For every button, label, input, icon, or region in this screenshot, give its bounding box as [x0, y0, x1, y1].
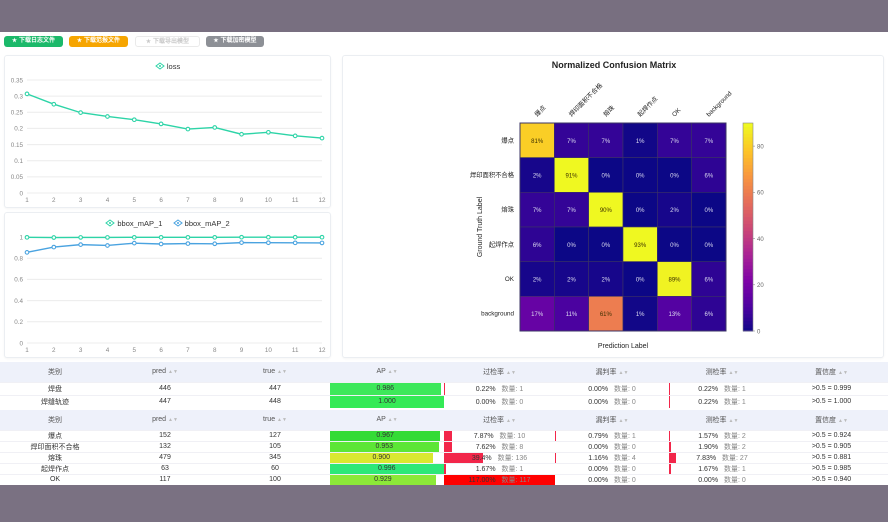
svg-text:爆点: 爆点 — [501, 135, 514, 144]
svg-text:0.35: 0.35 — [11, 77, 24, 84]
svg-text:17%: 17% — [531, 312, 544, 318]
svg-text:6: 6 — [159, 197, 163, 204]
svg-text:7%: 7% — [567, 139, 576, 145]
svg-text:0: 0 — [19, 340, 23, 347]
svg-text:6: 6 — [159, 347, 163, 354]
svg-text:background: background — [705, 90, 734, 119]
svg-text:3: 3 — [79, 347, 83, 354]
svg-text:40: 40 — [757, 237, 764, 243]
svg-text:9: 9 — [240, 197, 244, 204]
svg-text:1: 1 — [25, 347, 29, 354]
svg-text:13%: 13% — [668, 312, 681, 318]
svg-text:0.8: 0.8 — [14, 256, 23, 263]
svg-text:7: 7 — [186, 347, 190, 354]
svg-text:Normalized Confusion Matrix: Normalized Confusion Matrix — [552, 60, 677, 70]
svg-text:6%: 6% — [704, 278, 713, 284]
svg-text:0.05: 0.05 — [11, 174, 24, 181]
svg-text:起焊作点: 起焊作点 — [635, 94, 659, 118]
svg-text:7%: 7% — [704, 139, 713, 145]
svg-text:7: 7 — [186, 197, 190, 204]
svg-text:Ground Truth Label: Ground Truth Label — [477, 196, 484, 257]
svg-text:1%: 1% — [636, 312, 645, 318]
svg-text:0%: 0% — [601, 243, 610, 249]
svg-text:1%: 1% — [636, 139, 645, 145]
svg-text:0.2: 0.2 — [14, 126, 23, 133]
svg-text:7%: 7% — [601, 139, 610, 145]
svg-text:2%: 2% — [533, 278, 542, 284]
svg-text:0%: 0% — [567, 243, 576, 249]
svg-text:6%: 6% — [704, 174, 713, 180]
svg-text:5: 5 — [133, 347, 137, 354]
svg-text:90%: 90% — [600, 208, 613, 214]
svg-text:0.4: 0.4 — [14, 298, 23, 305]
svg-text:6%: 6% — [704, 312, 713, 318]
svg-text:7%: 7% — [567, 208, 576, 214]
svg-text:background: background — [481, 311, 514, 318]
svg-text:0: 0 — [19, 190, 23, 197]
svg-text:熔珠: 熔珠 — [501, 205, 514, 214]
svg-text:1: 1 — [19, 234, 23, 241]
svg-text:12: 12 — [318, 347, 326, 354]
svg-text:0.1: 0.1 — [14, 158, 23, 165]
svg-text:2: 2 — [52, 347, 56, 354]
svg-text:8: 8 — [213, 197, 217, 204]
svg-text:0%: 0% — [636, 208, 645, 214]
svg-text:6%: 6% — [533, 243, 542, 249]
svg-text:7%: 7% — [533, 208, 542, 214]
svg-text:4: 4 — [106, 347, 110, 354]
svg-text:10: 10 — [265, 197, 273, 204]
svg-text:0.3: 0.3 — [14, 93, 23, 100]
svg-text:9: 9 — [240, 347, 244, 354]
svg-text:2%: 2% — [670, 208, 679, 214]
svg-text:熔珠: 熔珠 — [601, 103, 617, 119]
svg-text:0%: 0% — [601, 174, 610, 180]
svg-text:11: 11 — [292, 347, 299, 354]
svg-text:2: 2 — [52, 197, 56, 204]
svg-text:81%: 81% — [531, 139, 544, 145]
svg-text:起焊作点: 起焊作点 — [489, 239, 514, 248]
svg-text:12: 12 — [318, 197, 326, 204]
svg-text:0%: 0% — [670, 243, 679, 249]
svg-text:7%: 7% — [670, 139, 679, 145]
svg-text:0: 0 — [757, 329, 761, 335]
svg-text:0.25: 0.25 — [11, 110, 24, 117]
svg-text:11%: 11% — [566, 312, 578, 318]
svg-text:61%: 61% — [600, 312, 613, 318]
svg-text:1: 1 — [25, 197, 29, 204]
svg-text:91%: 91% — [565, 174, 578, 180]
svg-text:0.6: 0.6 — [14, 277, 23, 284]
svg-text:0%: 0% — [704, 243, 713, 249]
svg-text:OK: OK — [671, 106, 683, 118]
svg-text:0%: 0% — [636, 278, 645, 284]
svg-text:2%: 2% — [567, 278, 576, 284]
svg-text:11: 11 — [292, 197, 299, 204]
svg-text:3: 3 — [79, 197, 83, 204]
svg-text:60: 60 — [757, 191, 764, 197]
svg-text:0%: 0% — [704, 208, 713, 214]
svg-text:2%: 2% — [533, 174, 542, 180]
svg-text:10: 10 — [265, 347, 273, 354]
svg-text:OK: OK — [505, 276, 515, 283]
svg-text:0.15: 0.15 — [11, 142, 24, 149]
svg-text:Prediction Label: Prediction Label — [598, 343, 649, 350]
svg-text:5: 5 — [133, 197, 137, 204]
svg-text:80: 80 — [757, 144, 764, 150]
svg-text:93%: 93% — [634, 243, 647, 249]
svg-text:0%: 0% — [670, 174, 679, 180]
svg-text:焊印面积不合格: 焊印面积不合格 — [470, 170, 515, 179]
svg-text:0.2: 0.2 — [14, 319, 23, 326]
svg-text:8: 8 — [213, 347, 217, 354]
svg-text:89%: 89% — [668, 278, 681, 284]
svg-text:爆点: 爆点 — [532, 103, 547, 118]
svg-text:焊印面积不合格: 焊印面积不合格 — [567, 80, 605, 118]
svg-text:2%: 2% — [601, 278, 610, 284]
svg-text:4: 4 — [106, 197, 110, 204]
svg-text:20: 20 — [757, 283, 764, 289]
svg-text:0%: 0% — [636, 174, 645, 180]
